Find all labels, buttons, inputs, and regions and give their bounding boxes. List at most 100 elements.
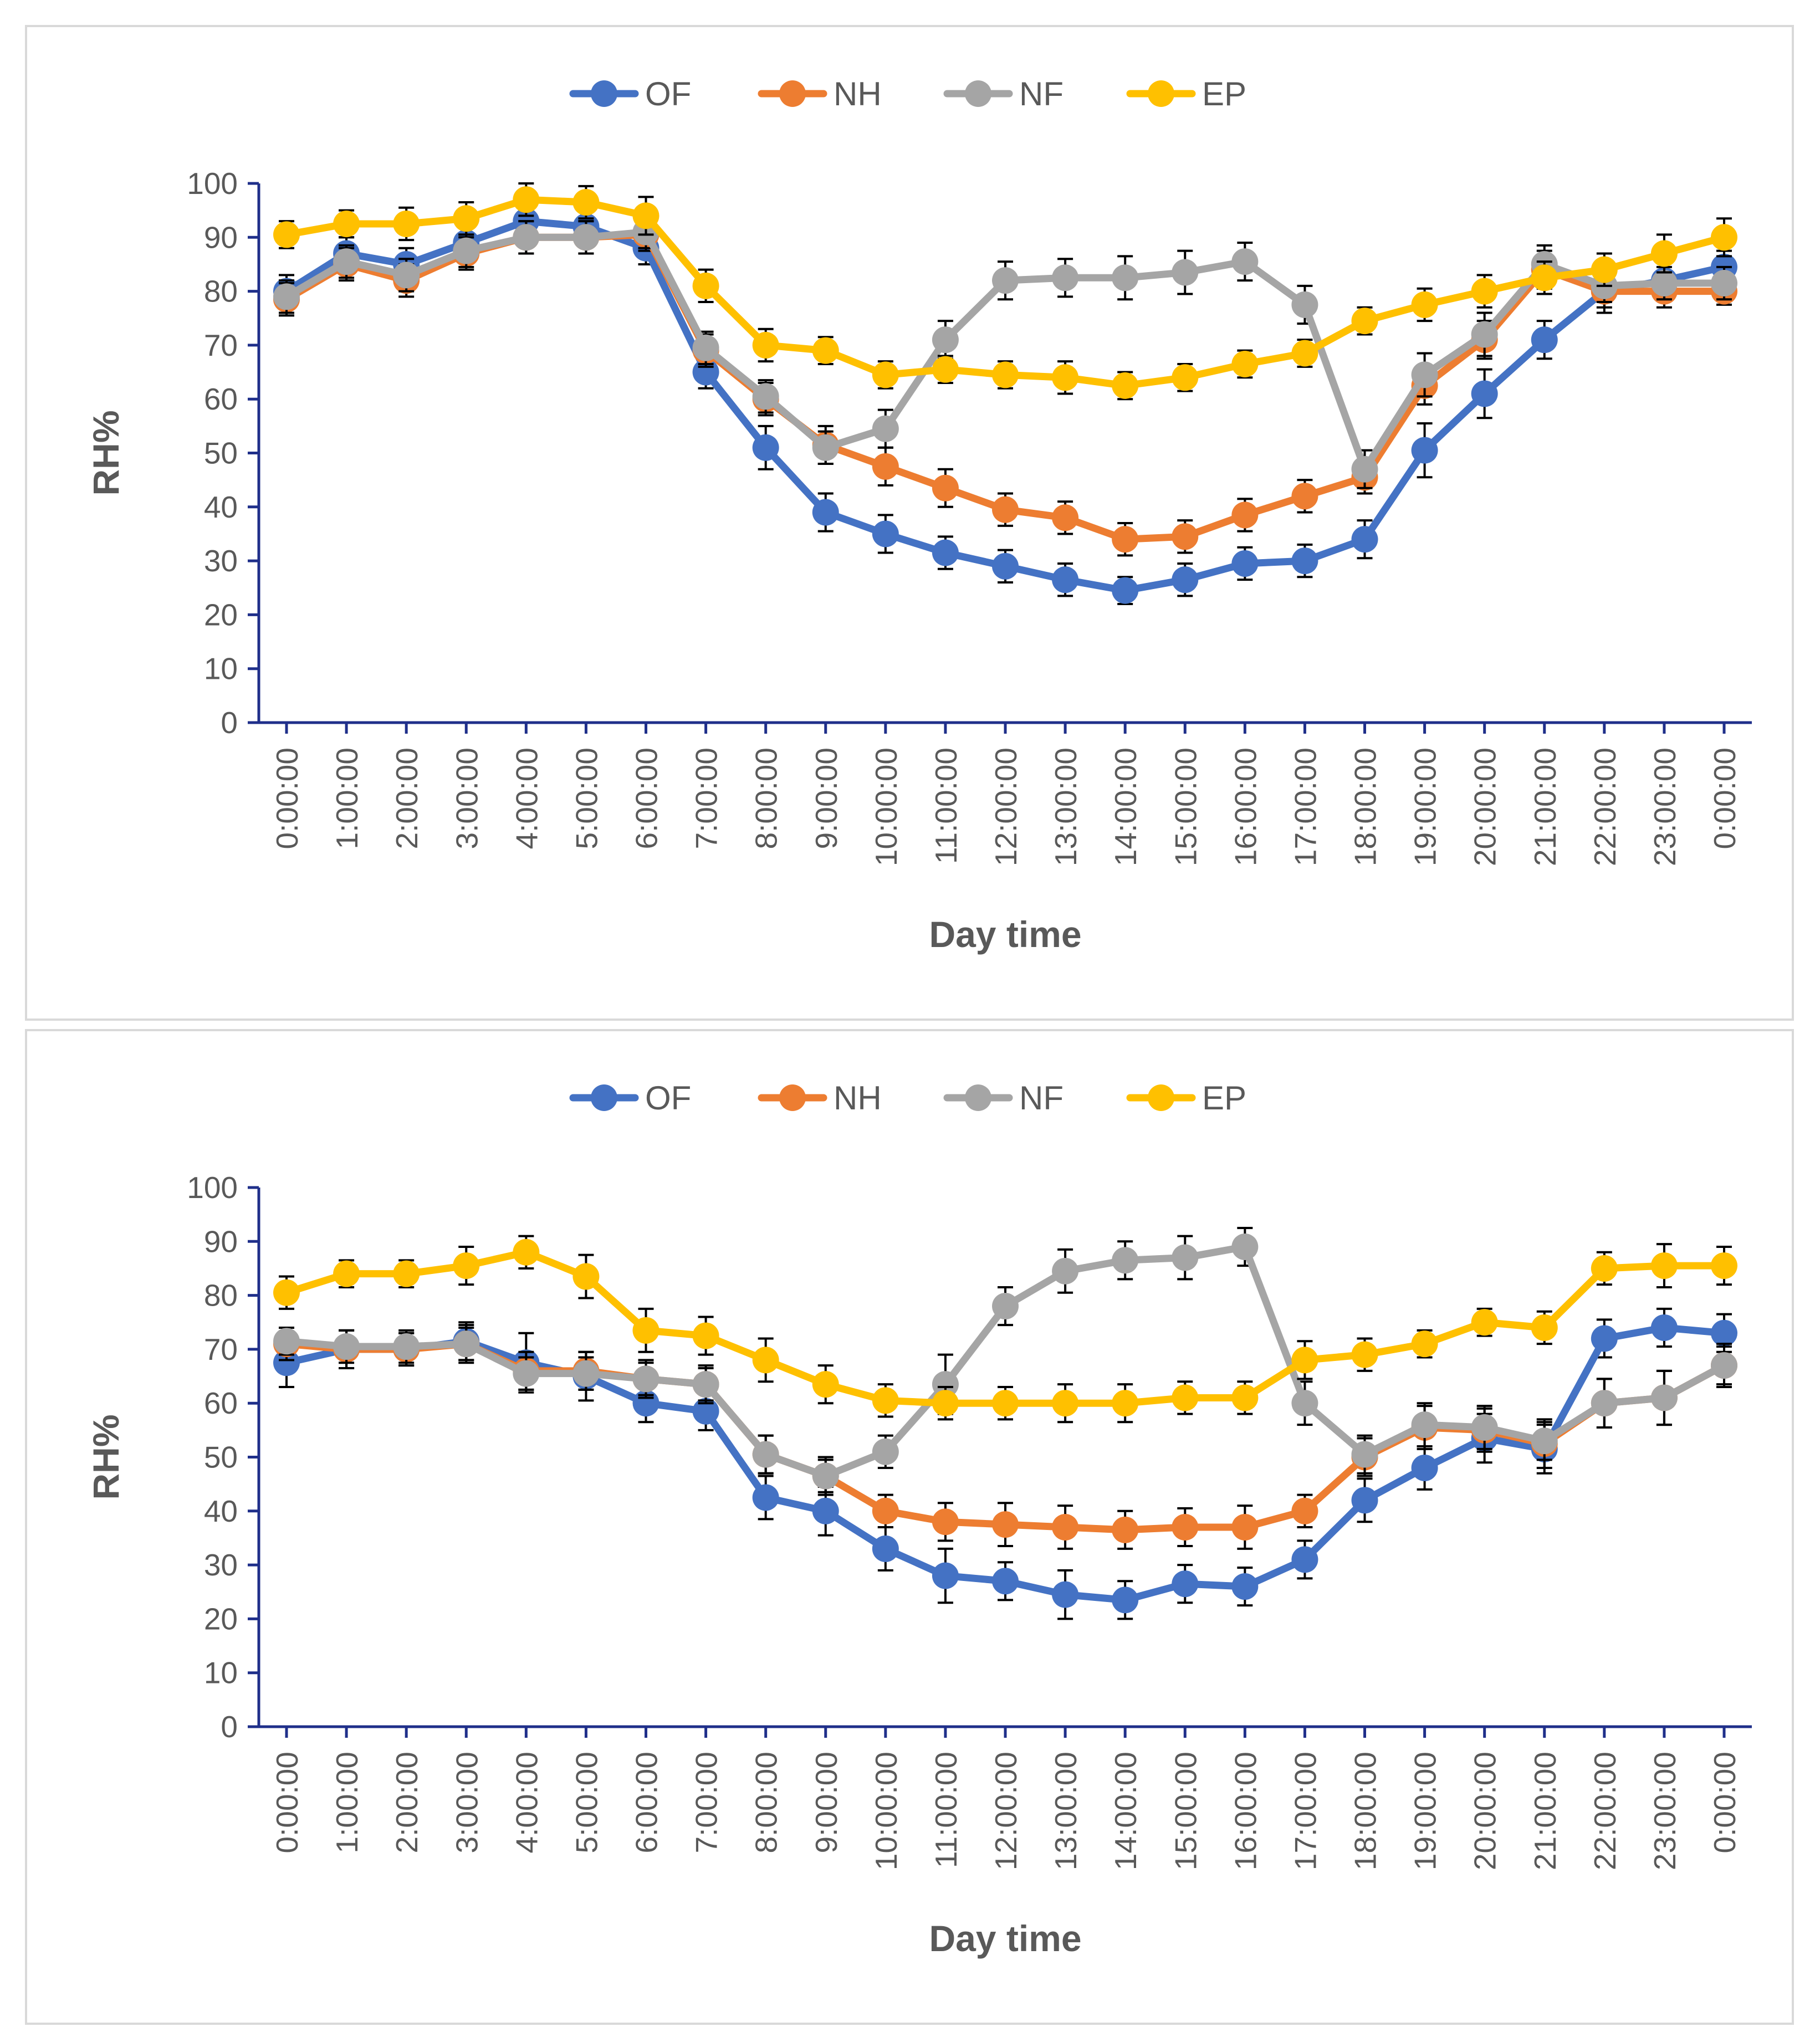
y-tick-label: 50 bbox=[204, 436, 238, 470]
data-point bbox=[1471, 380, 1498, 407]
data-point bbox=[692, 1371, 719, 1398]
x-axis-title: Day time bbox=[929, 1918, 1081, 1959]
data-point bbox=[1112, 1516, 1139, 1543]
data-point bbox=[1172, 523, 1199, 550]
legend-swatch-marker bbox=[779, 80, 806, 107]
x-tick-label: 17:00:00 bbox=[1288, 1752, 1322, 1870]
data-point bbox=[632, 1390, 660, 1417]
data-point bbox=[1411, 437, 1438, 464]
data-point bbox=[1471, 321, 1498, 348]
data-point bbox=[1351, 1341, 1378, 1368]
data-point bbox=[752, 383, 779, 410]
x-tick-label: 16:00:00 bbox=[1228, 748, 1262, 866]
data-point bbox=[1052, 1513, 1079, 1541]
x-tick-label: 23:00:00 bbox=[1648, 748, 1682, 866]
data-point bbox=[1052, 1581, 1079, 1608]
data-point bbox=[872, 415, 899, 442]
data-point bbox=[1112, 577, 1139, 604]
x-tick-label: 0:00:00 bbox=[270, 748, 304, 849]
legend-label: NF bbox=[1019, 75, 1064, 112]
data-point bbox=[1531, 264, 1558, 291]
data-point bbox=[1172, 1244, 1199, 1271]
data-point bbox=[812, 1497, 839, 1524]
data-point bbox=[1531, 326, 1558, 354]
data-point bbox=[513, 1360, 540, 1387]
data-point bbox=[992, 1568, 1019, 1595]
legend-item-of: OF bbox=[569, 1079, 691, 1117]
data-point bbox=[932, 1562, 959, 1589]
legend-item-nh: NH bbox=[758, 75, 882, 112]
x-tick-label: 8:00:00 bbox=[749, 748, 784, 849]
x-tick-label: 9:00:00 bbox=[809, 1752, 843, 1854]
legend-item-nf: NF bbox=[943, 75, 1064, 112]
data-point bbox=[1531, 1427, 1558, 1455]
y-tick-label: 10 bbox=[204, 1656, 238, 1690]
series-line bbox=[285, 1324, 1725, 1604]
data-point bbox=[1112, 1390, 1139, 1417]
data-point bbox=[1291, 1347, 1318, 1374]
y-tick-label: 90 bbox=[204, 220, 238, 254]
data-point bbox=[273, 283, 300, 310]
data-point bbox=[333, 210, 360, 237]
data-point bbox=[872, 1497, 899, 1524]
legend-label: OF bbox=[645, 75, 691, 112]
x-tick-label: 15:00:00 bbox=[1168, 1752, 1203, 1870]
data-point bbox=[992, 1511, 1019, 1538]
x-tick-label: 17:00:00 bbox=[1288, 748, 1322, 866]
data-point bbox=[1291, 547, 1318, 575]
data-point bbox=[513, 186, 540, 213]
data-point bbox=[932, 1390, 959, 1417]
data-point bbox=[692, 1398, 719, 1425]
data-point bbox=[273, 1279, 300, 1306]
x-tick-label: 0:00:00 bbox=[1707, 748, 1742, 849]
legend-item-ep: EP bbox=[1126, 75, 1246, 112]
x-tick-label: 10:00:00 bbox=[869, 748, 903, 866]
rh-line-chart-bottom: 0 10 20 30 40 50 60 70 80 90 100 0:00:00 1:00:00 2:00… bbox=[85, 1079, 1752, 1959]
data-point bbox=[992, 267, 1019, 294]
x-tick-label: 13:00:00 bbox=[1049, 1752, 1083, 1870]
x-tick-label: 4:00:00 bbox=[509, 748, 544, 849]
y-tick-label: 50 bbox=[204, 1440, 238, 1475]
y-tick-label: 0 bbox=[221, 1710, 238, 1744]
data-point bbox=[812, 434, 839, 461]
data-point bbox=[752, 1484, 779, 1511]
data-point bbox=[1172, 1384, 1199, 1411]
y-tick-label: 20 bbox=[204, 1601, 238, 1636]
data-point bbox=[1112, 526, 1139, 553]
data-point bbox=[333, 1260, 360, 1287]
data-point bbox=[1351, 1441, 1378, 1468]
legend-label: NF bbox=[1019, 1079, 1064, 1117]
data-point bbox=[1052, 364, 1079, 391]
legend-swatch-marker bbox=[965, 1084, 991, 1111]
data-point bbox=[1112, 264, 1139, 291]
data-point bbox=[1411, 361, 1438, 388]
data-point bbox=[453, 237, 480, 264]
data-point bbox=[1471, 1414, 1498, 1441]
data-point bbox=[1291, 1546, 1318, 1573]
data-point bbox=[1291, 1390, 1318, 1417]
data-point bbox=[1471, 1309, 1498, 1336]
x-tick-label: 3:00:00 bbox=[449, 748, 484, 849]
data-point bbox=[1351, 526, 1378, 553]
data-point bbox=[992, 552, 1019, 580]
chart-panel-top: 0 10 20 30 40 50 60 70 80 90 100 0:00:00 1:00:00 2:00… bbox=[25, 25, 1794, 1021]
y-tick-label: 70 bbox=[204, 1332, 238, 1367]
data-point bbox=[1291, 1497, 1318, 1524]
data-point bbox=[692, 334, 719, 361]
data-point bbox=[572, 224, 600, 251]
data-point bbox=[1711, 224, 1737, 251]
chart-panel-bottom: 0 10 20 30 40 50 60 70 80 90 100 0:00:00 1:00:00 2:00… bbox=[25, 1029, 1794, 2025]
data-point bbox=[632, 1317, 660, 1344]
data-point bbox=[1172, 259, 1199, 286]
x-tick-label: 19:00:00 bbox=[1408, 1752, 1443, 1870]
data-point bbox=[872, 453, 899, 480]
data-point bbox=[1531, 1314, 1558, 1341]
data-point bbox=[992, 361, 1019, 388]
data-point bbox=[1591, 256, 1618, 283]
data-point bbox=[1351, 456, 1378, 483]
data-point bbox=[1172, 566, 1199, 593]
rh-line-chart-top: 0 10 20 30 40 50 60 70 80 90 100 0:00:00 1:00:00 2:00… bbox=[85, 75, 1752, 955]
data-point bbox=[273, 1328, 300, 1355]
data-point bbox=[393, 262, 420, 289]
y-tick-label: 20 bbox=[204, 597, 238, 632]
